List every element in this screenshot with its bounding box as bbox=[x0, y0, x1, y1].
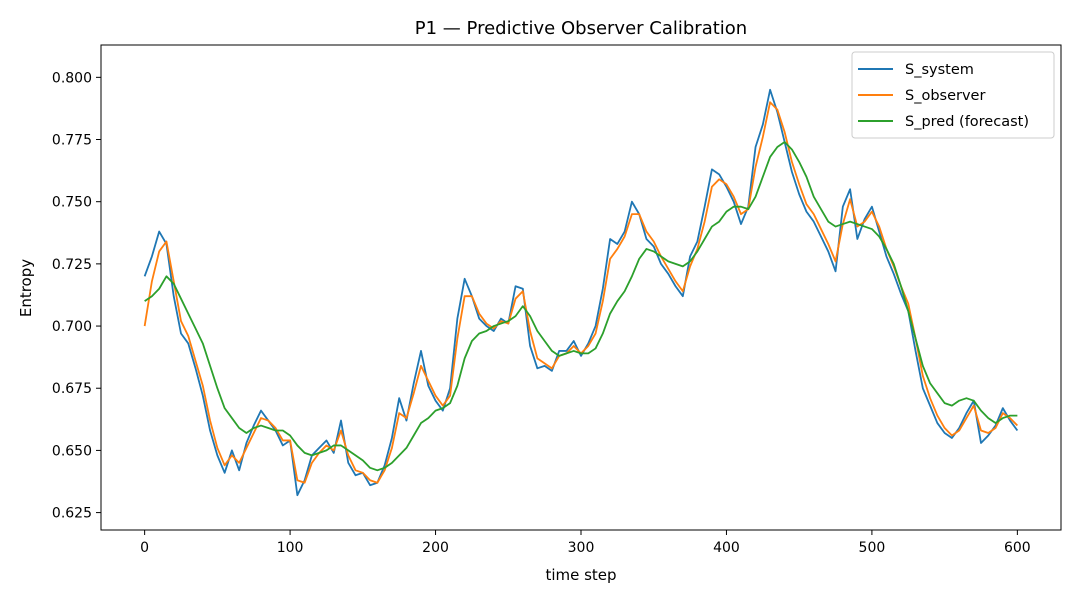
x-tick-label: 600 bbox=[1004, 540, 1031, 556]
y-tick-label: 0.650 bbox=[52, 443, 92, 459]
x-tick-label: 500 bbox=[859, 540, 886, 556]
x-tick-label: 0 bbox=[140, 540, 149, 556]
y-tick-label: 0.800 bbox=[52, 70, 92, 86]
y-tick-label: 0.775 bbox=[52, 133, 92, 149]
y-tick-label: 0.725 bbox=[52, 257, 92, 273]
x-axis: 0 100 200 300 400 500 600 bbox=[140, 530, 1031, 556]
y-tick-label: 0.700 bbox=[52, 319, 92, 335]
series-line-2 bbox=[144, 141, 1018, 472]
y-tick-label: 0.675 bbox=[52, 381, 92, 397]
x-tick-label: 200 bbox=[422, 540, 449, 556]
y-tick-label: 0.750 bbox=[52, 195, 92, 211]
chart-title: P1 — Predictive Observer Calibration bbox=[415, 18, 747, 39]
series-layer bbox=[143, 88, 1019, 497]
y-axis-label: Entropy bbox=[17, 259, 35, 317]
y-axis: 0.625 0.650 0.675 0.700 0.725 0.750 0.775 0.800 bbox=[52, 70, 101, 522]
x-tick-label: 400 bbox=[713, 540, 740, 556]
legend-label-1: S_observer bbox=[905, 88, 985, 104]
legend-label-2: S_pred (forecast) bbox=[905, 114, 1029, 130]
legend: S_system S_observer S_pred (forecast) bbox=[851, 51, 1055, 139]
x-tick-label: 300 bbox=[568, 540, 595, 556]
y-tick-label: 0.625 bbox=[52, 506, 92, 522]
x-axis-label: time step bbox=[545, 566, 616, 584]
legend-label-0: S_system bbox=[905, 62, 974, 78]
legend-box bbox=[851, 51, 1055, 139]
x-tick-label: 100 bbox=[277, 540, 304, 556]
